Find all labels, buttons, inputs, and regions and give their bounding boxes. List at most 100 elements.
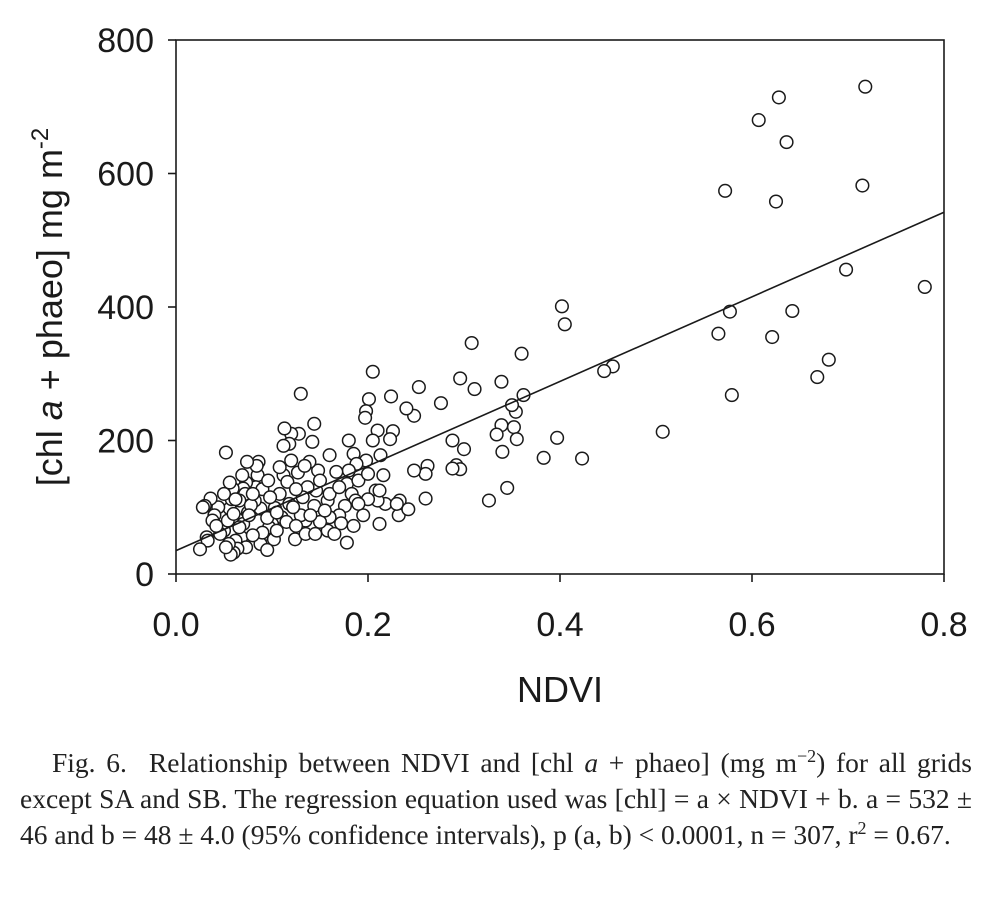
data-point: [361, 392, 377, 407]
data-point: [514, 346, 529, 361]
y-axis-title: [chl a + phaeo] mg m-2: [27, 128, 70, 487]
caption-segment: + phaeo] (mg m: [598, 747, 797, 778]
data-point: [858, 79, 873, 94]
data-point: [317, 503, 332, 518]
caption-segment: = 0.67.: [866, 819, 951, 850]
data-point: [383, 389, 399, 404]
data-point: [401, 502, 416, 517]
data-point: [260, 542, 275, 558]
data-point: [810, 370, 825, 385]
data-point: [192, 542, 208, 557]
data-point: [307, 416, 322, 431]
data-point: [494, 374, 509, 389]
data-point: [218, 540, 233, 555]
y-tick-label: 800: [97, 22, 154, 60]
data-point: [718, 183, 733, 198]
data-points: [192, 79, 932, 562]
data-point: [554, 299, 569, 314]
data-point: [276, 438, 291, 453]
caption-italic: a: [584, 747, 599, 778]
data-point: [286, 500, 301, 515]
data-point: [322, 486, 337, 501]
data-point: [917, 279, 932, 295]
data-point: [711, 326, 726, 341]
data-point: [332, 480, 347, 495]
data-point: [489, 427, 504, 442]
data-point: [445, 461, 460, 476]
data-point: [418, 491, 433, 506]
data-point: [557, 317, 572, 332]
data-point: [418, 466, 433, 481]
data-point: [351, 473, 366, 488]
caption-superscript: 2: [857, 817, 867, 838]
data-point: [358, 410, 373, 425]
data-point: [839, 262, 854, 277]
data-point: [341, 433, 356, 448]
data-point: [500, 480, 515, 495]
data-point: [751, 113, 766, 128]
caption-segment: ) for all grids except SA and SB. The re…: [20, 747, 972, 850]
data-point: [277, 421, 292, 436]
data-point: [445, 433, 460, 448]
y-tick-label: 0: [135, 556, 154, 594]
axis-ticks: 0.0 0.2 0.4 0.6 0.8 0 200 400 600 800: [97, 22, 967, 644]
data-point: [411, 380, 426, 395]
data-point: [536, 450, 551, 465]
data-point: [407, 463, 422, 478]
data-point: [351, 496, 366, 511]
data-point: [495, 444, 510, 459]
x-tick-label: 0.6: [728, 606, 775, 644]
data-point: [376, 468, 391, 483]
figure-label: Fig. 6.: [52, 747, 127, 778]
data-point: [771, 90, 786, 105]
data-point: [288, 482, 304, 497]
data-point: [821, 352, 836, 367]
data-point: [389, 496, 404, 511]
data-point: [216, 486, 232, 501]
data-point: [464, 335, 479, 351]
data-point: [339, 535, 354, 550]
x-axis-title: NDVI: [517, 669, 603, 710]
data-point: [284, 453, 299, 468]
data-point: [372, 483, 387, 498]
data-point: [373, 448, 388, 463]
data-point: [372, 516, 387, 531]
data-point: [303, 508, 318, 523]
data-point: [245, 528, 260, 543]
data-point: [399, 401, 414, 416]
y-tick-label: 200: [97, 423, 154, 461]
data-point: [297, 458, 312, 473]
x-tick-label: 0.2: [344, 606, 391, 644]
y-tick-label: 600: [97, 156, 154, 194]
data-point: [509, 432, 524, 447]
y-axis-title-superscript: -2: [27, 128, 54, 149]
data-point: [195, 500, 210, 515]
data-point: [235, 468, 250, 483]
data-point: [765, 329, 780, 345]
data-point: [506, 420, 521, 435]
data-point: [785, 303, 800, 319]
data-point: [481, 493, 497, 508]
x-tick-label: 0.4: [536, 606, 583, 644]
data-point: [360, 466, 376, 481]
x-tick-label: 0.8: [920, 606, 967, 644]
data-point: [228, 492, 243, 507]
data-point: [346, 518, 361, 533]
data-point: [245, 486, 260, 501]
data-point: [779, 135, 794, 150]
data-point: [597, 364, 612, 379]
chart-svg: [chl a + phaeo] mg m-2 0.0 0.2 0.4 0.6 0.8 0 2…: [27, 22, 968, 710]
data-point: [293, 386, 308, 401]
data-point: [272, 460, 287, 475]
data-point: [453, 371, 468, 386]
data-point: [308, 526, 323, 542]
data-point: [305, 434, 320, 449]
figure-caption: Fig. 6. Relationship between NDVI and [ch…: [20, 745, 972, 853]
regression-line: [175, 211, 945, 552]
data-point: [655, 424, 670, 439]
data-point: [329, 464, 344, 479]
data-point: [383, 432, 398, 447]
data-point: [550, 430, 565, 445]
y-axis-title-italic: a: [29, 400, 70, 420]
caption-segment: Relationship between NDVI and [chl: [148, 747, 585, 778]
